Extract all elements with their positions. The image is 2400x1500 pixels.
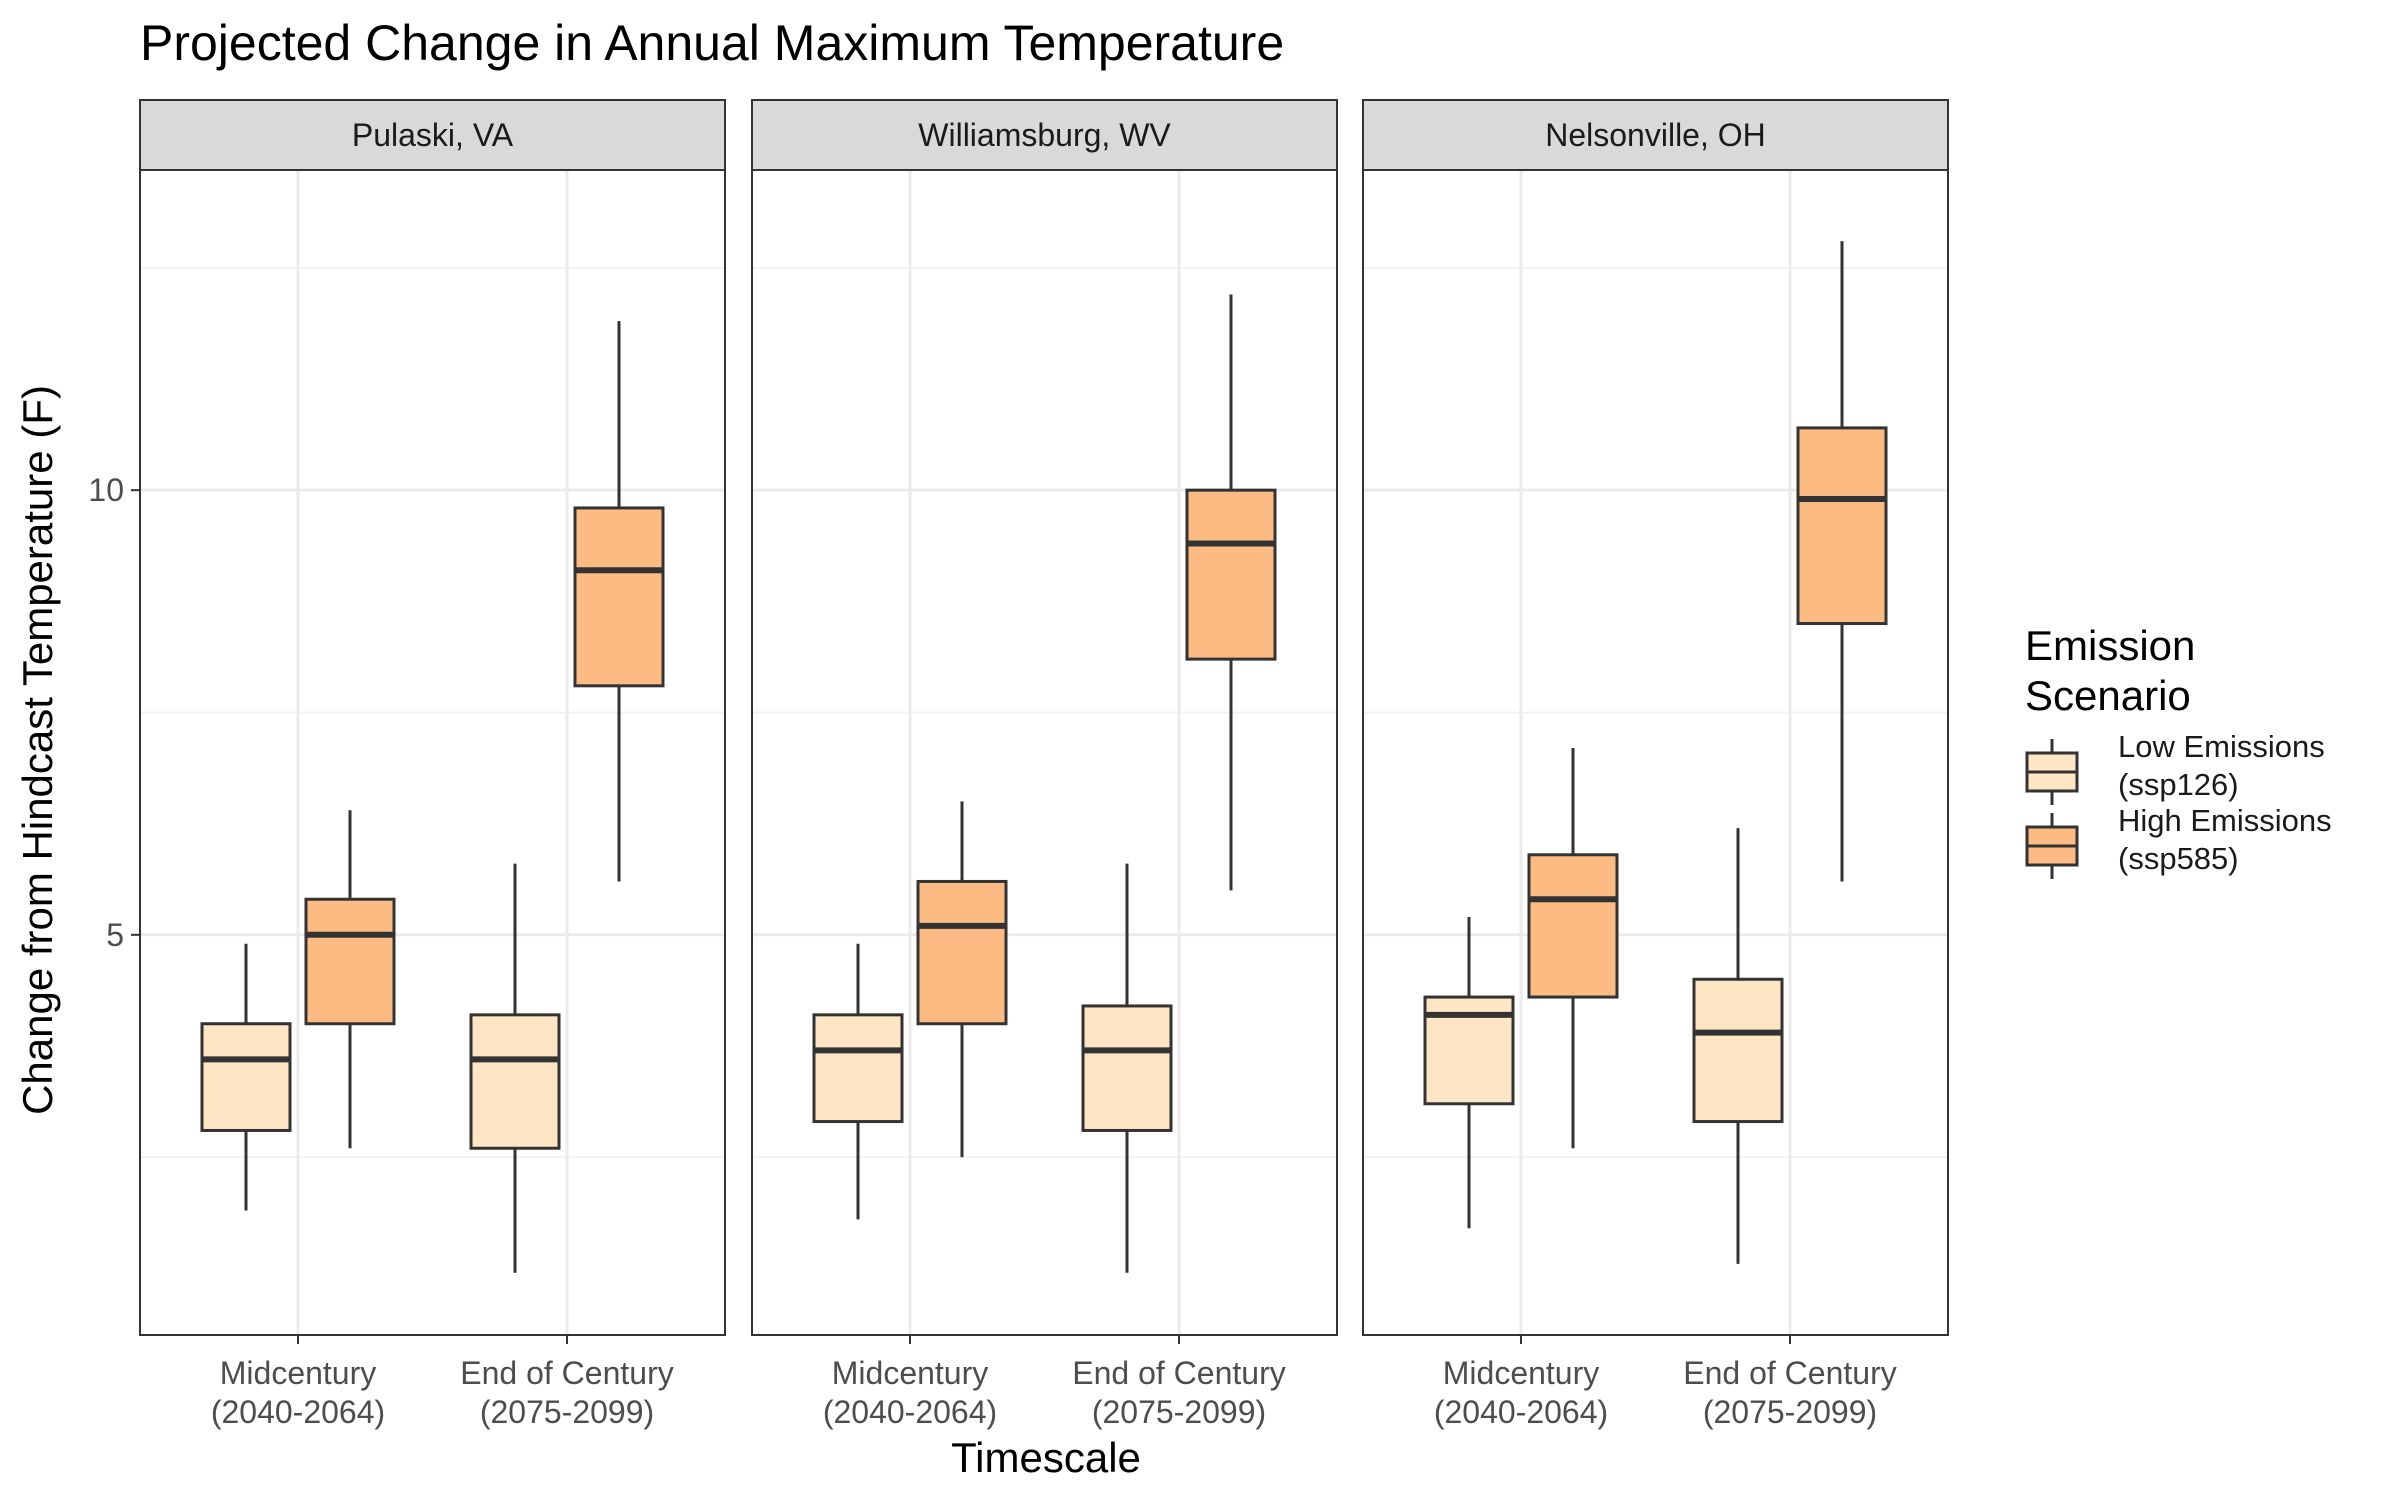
box-high: [573, 321, 665, 882]
legend-label: Low Emissions: [2118, 729, 2325, 764]
x-tick-label: Midcentury: [832, 1355, 989, 1391]
y-tick-label: 10: [88, 472, 124, 508]
box-low: [469, 863, 561, 1273]
facet-strip: [139, 99, 726, 171]
panel-background: [140, 170, 725, 1335]
box-low: [1692, 828, 1784, 1264]
facet-panel: Nelsonville, OH Midcentury(2040-2064) End …: [1362, 99, 1949, 1430]
legend-title: Scenario: [2025, 672, 2191, 719]
facet-panel: Williamsburg, WV Midcentury(2040-2064) End…: [751, 99, 1338, 1430]
x-tick-label: (2040-2064): [1434, 1394, 1608, 1430]
panel-border: [1362, 169, 1949, 1336]
y-tick-label: 5: [106, 917, 124, 953]
box-high: [1185, 294, 1277, 891]
x-tick-label: End of Century: [460, 1355, 673, 1391]
facet-strip: [751, 99, 1338, 171]
box-iqr: [1081, 1004, 1173, 1132]
box-low: [812, 943, 904, 1220]
x-tick-label: End of Century: [1683, 1355, 1896, 1391]
legend-label: (ssp126): [2118, 767, 2239, 802]
box-high: [916, 801, 1008, 1158]
box-low: [1423, 917, 1515, 1229]
x-tick-label: (2040-2064): [823, 1394, 997, 1430]
box-iqr: [469, 1013, 561, 1150]
box-iqr: [1527, 853, 1619, 999]
box-high: [304, 810, 396, 1149]
y-axis: 5 10: [88, 472, 140, 953]
box-iqr: [200, 1022, 292, 1132]
chart-title: Projected Change in Annual Maximum Tempe…: [140, 15, 1284, 71]
legend-label: High Emissions: [2118, 803, 2332, 838]
box-high: [1796, 241, 1888, 882]
box-low: [200, 943, 292, 1211]
facet-strip: [1362, 99, 1949, 171]
y-axis-title: Change from Hindcast Temperature (F): [14, 385, 61, 1115]
panel-border: [751, 169, 1338, 1336]
box-iqr: [573, 506, 665, 688]
box-iqr: [304, 897, 396, 1026]
box-iqr: [1185, 488, 1277, 661]
legend-label: (ssp585): [2118, 841, 2239, 876]
x-tick-label: (2075-2099): [1703, 1394, 1877, 1430]
panel-border: [139, 169, 726, 1336]
box-high: [1527, 748, 1619, 1149]
x-tick-label: Midcentury: [1443, 1355, 1600, 1391]
facet-strip-label: Pulaski, VA: [352, 117, 514, 153]
panel-background: [752, 170, 1337, 1335]
x-tick-label: (2075-2099): [480, 1394, 654, 1430]
facet-strip-label: Nelsonville, OH: [1545, 117, 1766, 153]
panel-background: [1363, 170, 1948, 1335]
box-iqr: [812, 1013, 904, 1124]
facet-strip-label: Williamsburg, WV: [918, 117, 1171, 153]
box-low: [1081, 863, 1173, 1273]
box-iqr: [1796, 426, 1888, 626]
x-tick-label: (2075-2099): [1092, 1394, 1266, 1430]
legend-key-high: [2025, 813, 2079, 879]
facet-panel: Pulaski, VA Midcentury(2040-2064) End of C…: [139, 99, 726, 1430]
legend-title: Emission: [2025, 622, 2195, 669]
x-tick-label: Midcentury: [220, 1355, 377, 1391]
box-iqr: [916, 879, 1008, 1026]
x-tick-label: (2040-2064): [211, 1394, 385, 1430]
legend-key-low: [2025, 739, 2079, 805]
x-axis-title: Timescale: [951, 1434, 1141, 1481]
x-tick-label: End of Century: [1072, 1355, 1285, 1391]
box-iqr: [1692, 977, 1784, 1124]
